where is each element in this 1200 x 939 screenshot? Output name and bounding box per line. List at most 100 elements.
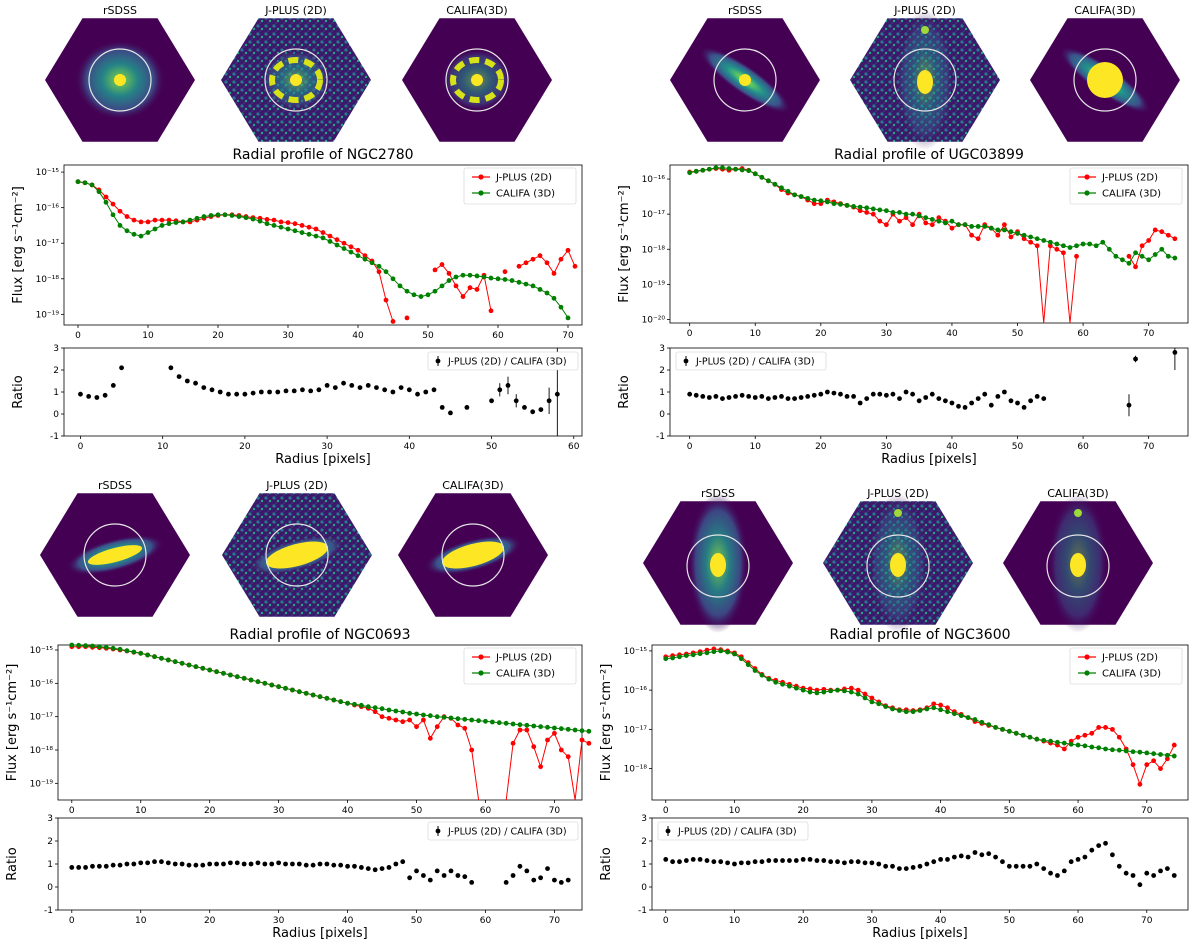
califa-point bbox=[916, 213, 922, 219]
jplus-point bbox=[897, 218, 902, 224]
ratio-point bbox=[931, 859, 937, 865]
ratio-point bbox=[821, 858, 827, 863]
y-tick-label: 10⁻¹⁶ bbox=[36, 204, 60, 214]
califa-point bbox=[1002, 227, 1007, 233]
califa-point bbox=[474, 273, 480, 279]
jplus-point bbox=[1130, 762, 1136, 768]
x-tick-label: 40 bbox=[946, 329, 958, 339]
califa-point bbox=[341, 246, 347, 251]
ratio-point bbox=[693, 392, 699, 398]
ratio-point bbox=[1144, 870, 1150, 876]
jplus-point bbox=[462, 725, 468, 731]
y-tick-label: 10⁻¹⁵ bbox=[30, 646, 54, 656]
califa-legend-label: CALIFA (3D) bbox=[496, 669, 555, 680]
ratio-point bbox=[766, 858, 772, 863]
x-tick-label: 50 bbox=[1004, 806, 1016, 816]
jplus-point bbox=[565, 247, 571, 253]
y-tick-label: 0 bbox=[641, 883, 647, 893]
califa-point bbox=[877, 207, 883, 213]
califa-point bbox=[842, 688, 847, 694]
jplus-point bbox=[544, 260, 550, 266]
image-label: CALIFA(3D) bbox=[1074, 4, 1135, 17]
ratio-point bbox=[517, 863, 523, 869]
califa-point bbox=[670, 655, 676, 661]
ratio-point bbox=[975, 396, 981, 401]
califa-point bbox=[883, 704, 889, 710]
ratio-point bbox=[1123, 870, 1129, 876]
ratio-point bbox=[1034, 861, 1040, 867]
ratio-point bbox=[704, 858, 710, 863]
jplus-point bbox=[362, 253, 368, 259]
califa-point bbox=[331, 697, 337, 703]
x-tick-label: 20 bbox=[815, 442, 827, 452]
califa-point bbox=[201, 214, 207, 219]
ratio-point bbox=[390, 389, 396, 395]
ratio-point bbox=[903, 389, 909, 395]
califa-point bbox=[117, 223, 123, 228]
califa-point bbox=[1000, 726, 1005, 732]
jplus-point bbox=[432, 267, 438, 273]
ratio-point bbox=[345, 863, 350, 869]
califa-point bbox=[264, 221, 270, 227]
ratio-point bbox=[807, 857, 813, 862]
ratio-point bbox=[765, 396, 771, 401]
x-tick-label: 20 bbox=[797, 806, 809, 816]
califa-point bbox=[179, 660, 185, 666]
califa-point bbox=[851, 204, 856, 209]
x-tick-label: 40 bbox=[342, 916, 354, 926]
ratio-point bbox=[824, 389, 830, 395]
ratio-point bbox=[663, 857, 669, 862]
x-axis-label: Radius [pixels] bbox=[272, 926, 367, 939]
califa-point bbox=[910, 709, 916, 715]
ratio-point bbox=[1164, 866, 1170, 871]
califa-point bbox=[345, 700, 350, 706]
califa-point bbox=[1061, 740, 1067, 746]
califa-point bbox=[869, 699, 875, 705]
califa-point bbox=[383, 269, 389, 275]
ratio-point bbox=[1013, 863, 1019, 869]
ratio-point bbox=[510, 873, 516, 878]
panel-1: rSDSS J-PLUS (2D) CALIFA(3D)0 10 20 30 40 50 60 7… bbox=[11, 4, 583, 467]
califa-point bbox=[165, 657, 171, 663]
jplus-point bbox=[545, 737, 550, 743]
ratio-point bbox=[910, 391, 916, 397]
califa-point bbox=[292, 228, 298, 234]
califa-point bbox=[896, 708, 902, 713]
jplus-point bbox=[453, 283, 459, 289]
galaxy-bulge bbox=[265, 541, 329, 569]
y-tick-label: 1 bbox=[47, 860, 53, 870]
califa-point bbox=[545, 724, 550, 730]
ratio-point bbox=[291, 388, 297, 394]
ratio-point bbox=[855, 859, 861, 865]
ratio-point bbox=[986, 851, 992, 857]
ratio-point bbox=[995, 394, 1001, 399]
califa-point bbox=[579, 728, 585, 734]
ratio-point bbox=[1116, 863, 1122, 869]
jplus-point bbox=[434, 724, 440, 730]
jplus-point bbox=[1126, 253, 1132, 259]
ratio-point bbox=[759, 859, 765, 865]
califa-point bbox=[352, 701, 357, 707]
califa-legend-marker bbox=[478, 190, 484, 196]
califa-point bbox=[558, 304, 564, 310]
califa-point bbox=[530, 283, 536, 289]
califa-point bbox=[700, 167, 706, 173]
y-tick-label: 10⁻¹⁶ bbox=[624, 686, 648, 696]
jplus-point bbox=[1074, 253, 1079, 259]
aperture-circle bbox=[1073, 48, 1137, 112]
califa-point bbox=[83, 643, 88, 649]
califa-point bbox=[306, 231, 312, 237]
califa-point bbox=[962, 222, 968, 228]
califa-point bbox=[269, 682, 275, 688]
jplus-point bbox=[306, 224, 312, 230]
ratio-point bbox=[962, 405, 968, 410]
ratio-point bbox=[958, 853, 964, 859]
ratio-point bbox=[352, 863, 357, 869]
ratio-point bbox=[431, 387, 437, 393]
califa-point bbox=[376, 263, 382, 269]
califa-point bbox=[793, 685, 799, 691]
califa-point bbox=[338, 699, 344, 705]
ratio-point bbox=[513, 398, 519, 404]
plot-frame bbox=[63, 164, 583, 326]
califa-point bbox=[1041, 238, 1047, 243]
